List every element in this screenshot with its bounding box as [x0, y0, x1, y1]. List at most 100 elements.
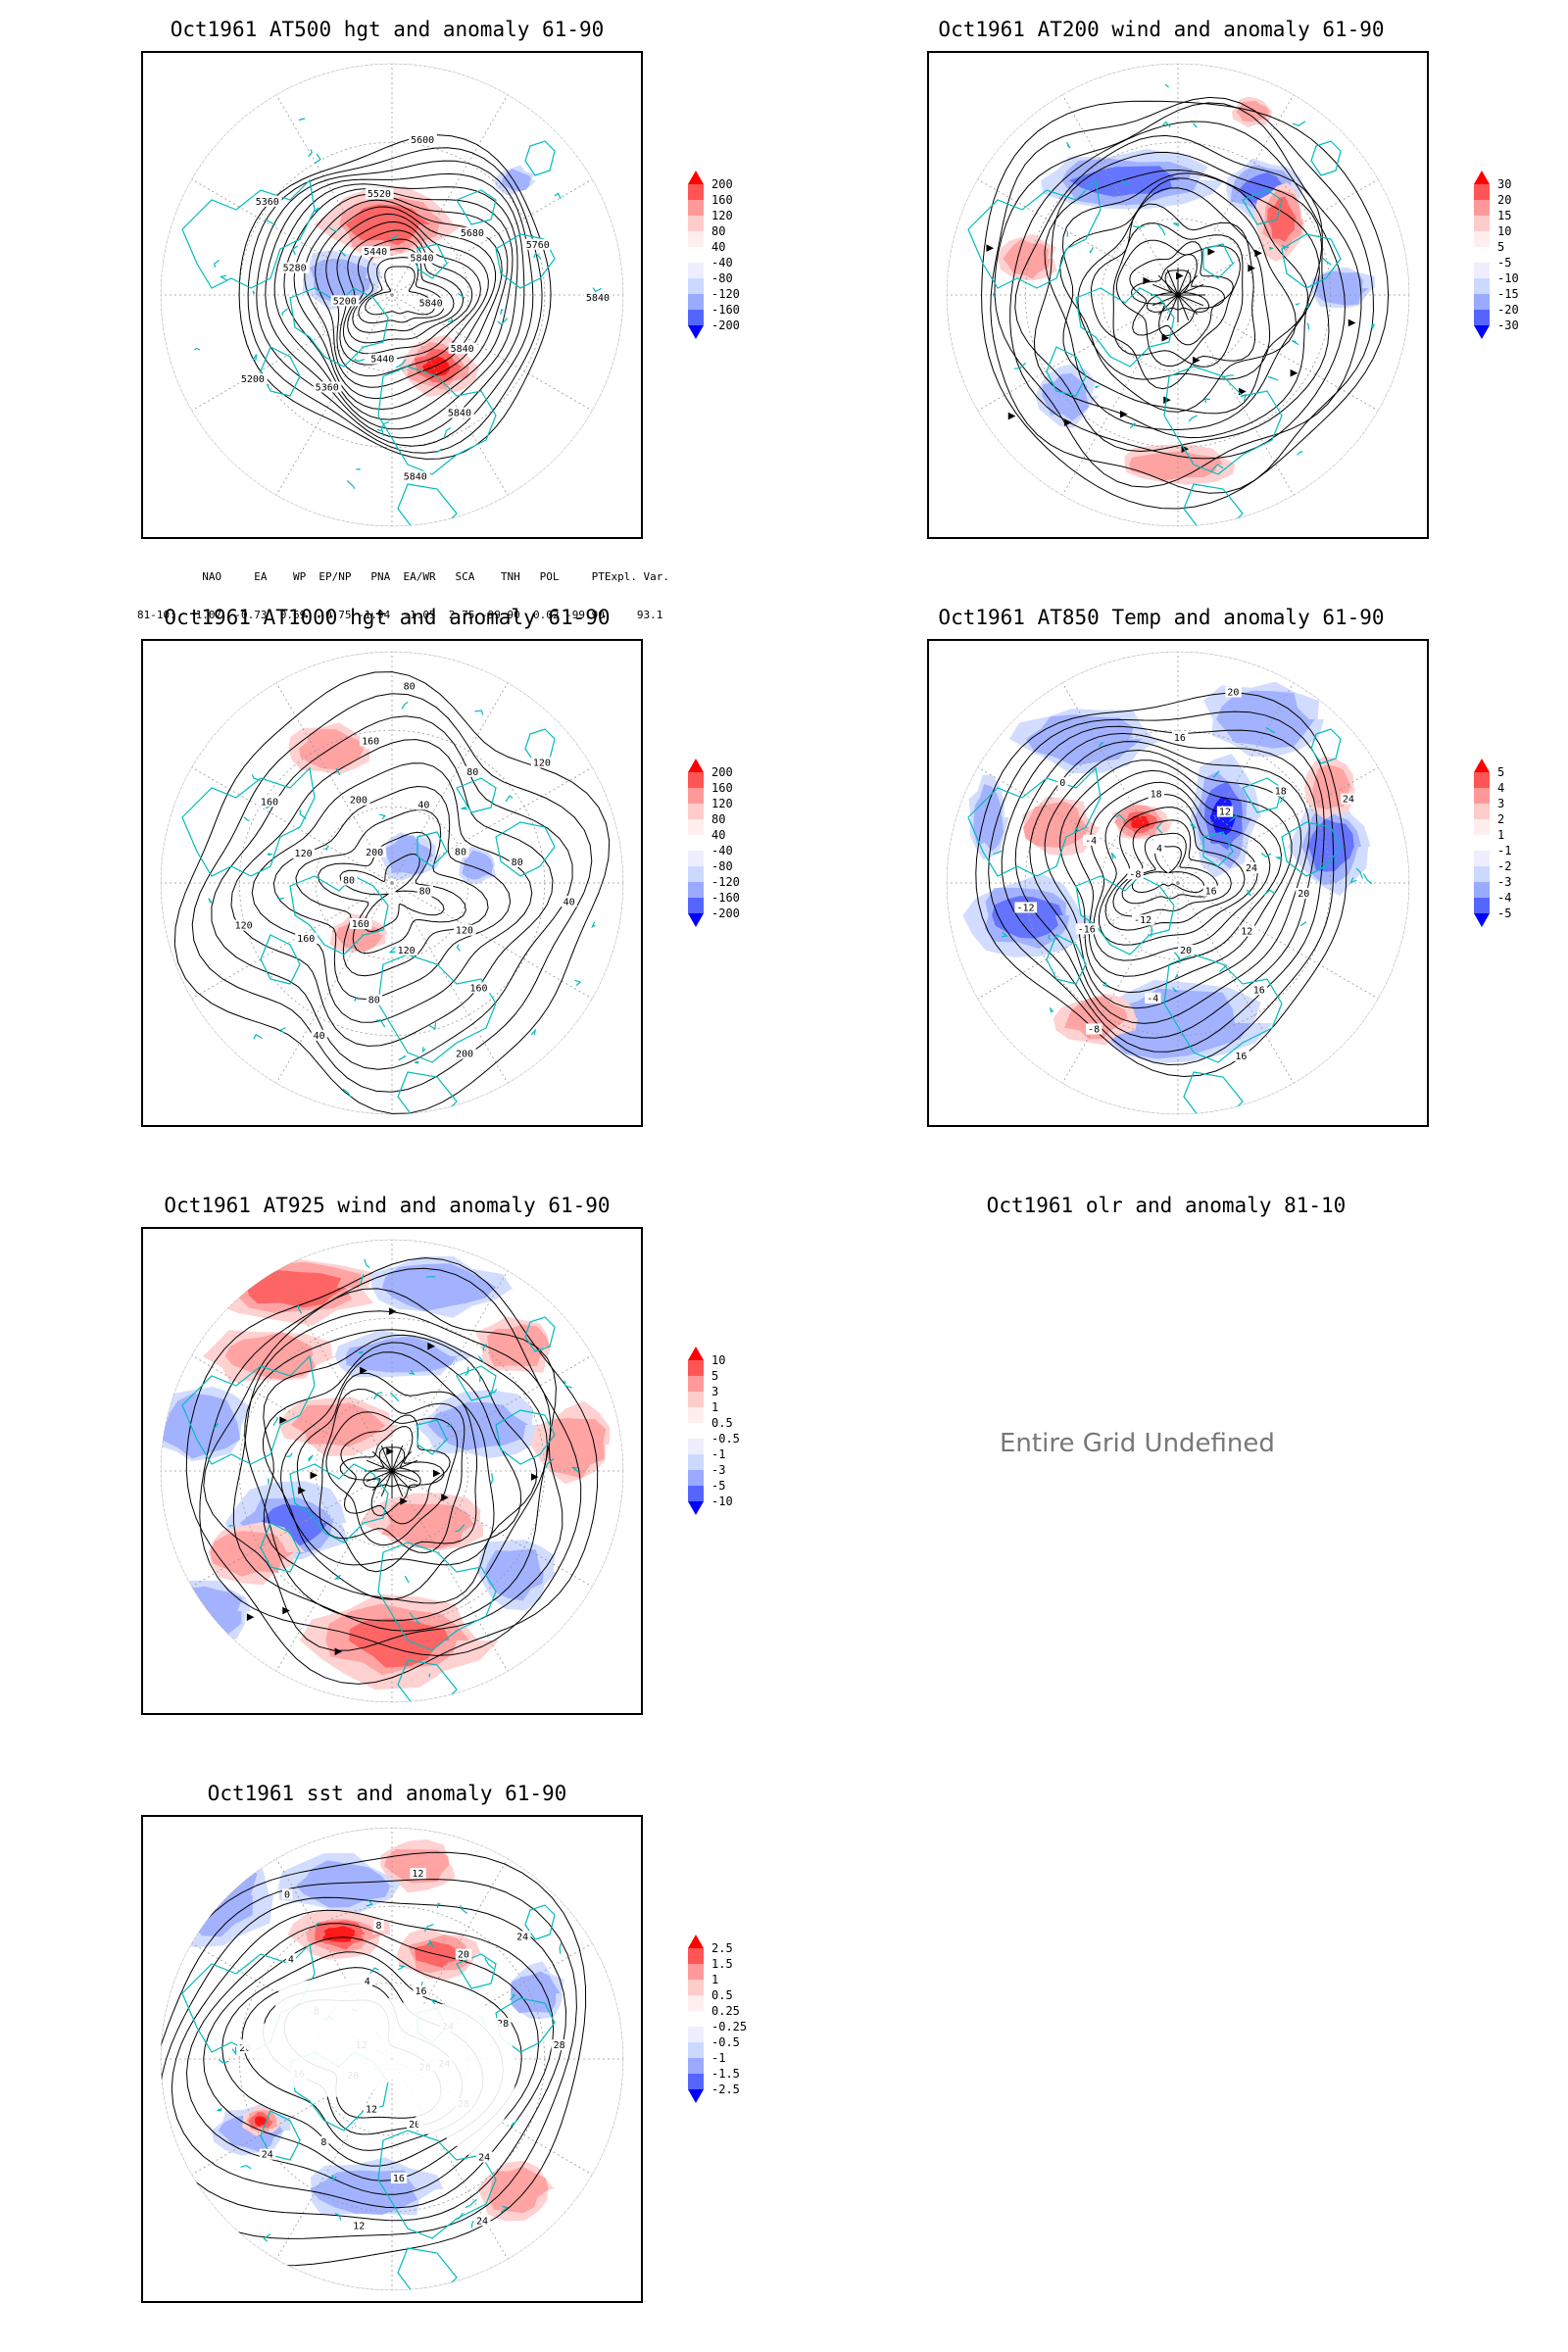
height-contours	[975, 692, 1348, 1078]
contour-label: 5200	[241, 374, 265, 385]
colorbar-label: 1	[1497, 828, 1505, 842]
colorbar-scale	[688, 1347, 704, 1515]
colorbar-swatch	[688, 263, 704, 278]
colorbar-swatch	[688, 1470, 704, 1486]
colorbar-label: 5	[1497, 765, 1505, 779]
contour-label: 5760	[526, 240, 550, 251]
colorbar-swatch	[1474, 898, 1490, 913]
contour-label: 24	[476, 2216, 488, 2227]
colorbar-label: -40	[711, 844, 733, 858]
contour-label: 5840	[448, 409, 471, 419]
colorbar-scale	[688, 1935, 704, 2103]
stream-arrow	[360, 1366, 368, 1375]
colorbar-swatch	[688, 310, 704, 325]
contour-label: 5440	[364, 247, 387, 258]
colorbar-swatch	[1474, 294, 1490, 310]
colorbar-swatch	[688, 2058, 704, 2074]
stream-arrow	[1348, 318, 1356, 327]
colorbar-label: 1	[711, 1400, 719, 1414]
colorbar-label: -30	[1497, 318, 1519, 332]
contour-label: 20	[1298, 889, 1309, 900]
stream-arrow	[530, 1473, 539, 1481]
colorbar-swatch	[688, 184, 704, 200]
colorbar-swatch	[688, 1980, 704, 1995]
contour-label: 200	[456, 1049, 473, 1059]
colorbar-swatch	[1474, 835, 1490, 851]
contour-labels: 5840 5840 5840 5840 5440 5360 5200 5200 5280 5360…	[238, 134, 612, 483]
teleconnection-headers: NAO EA WP EP/NP PNA EA/WR SCA TNH POL PT…	[137, 570, 670, 583]
contour-label: 5520	[368, 189, 391, 200]
panel-olr: Oct1961 olr and anomaly 81-10 Entire Gri…	[784, 1176, 1568, 1764]
stream-arrow	[1161, 334, 1170, 342]
colorbar-label: -1	[711, 2051, 726, 2065]
contour-label: 24	[1246, 863, 1257, 874]
colorbar-label: -160	[711, 303, 740, 317]
colorbar-label: 0.5	[711, 1988, 733, 2002]
anomaly-shading	[962, 681, 1371, 1064]
colorbar-swatch	[688, 200, 704, 216]
colorbar-swatch	[688, 1376, 704, 1392]
contour-label: 80	[455, 847, 466, 858]
contour-label: 40	[314, 1031, 325, 1042]
contour-label: -12	[1134, 915, 1152, 926]
colorbar-swatch	[688, 898, 704, 913]
colorbar-label: -200	[711, 318, 740, 332]
contour-label: 5600	[411, 135, 434, 146]
contour-label: 0	[1059, 778, 1065, 789]
stream-arrow	[427, 1342, 435, 1350]
colorbar-top-arrow	[1474, 759, 1490, 772]
colorbar-label: 2	[1497, 812, 1505, 826]
colorbar-swatch	[688, 804, 704, 819]
colorbar-label: 5	[711, 1369, 719, 1383]
contour-label: 0	[284, 1889, 290, 1900]
contour-label: 160	[362, 736, 379, 747]
colorbar-label: -2	[1497, 859, 1512, 873]
contour-label: 120	[235, 921, 253, 932]
stream-arrow	[400, 1497, 408, 1505]
panel-title: Oct1961 AT500 hgt and anomaly 61-90	[170, 18, 605, 41]
colorbar-label: -40	[711, 256, 733, 270]
contour-label: 40	[564, 897, 575, 907]
colorbar-swatch	[688, 278, 704, 294]
colorbar-swatch	[688, 1407, 704, 1423]
contour-label: -8	[1129, 869, 1141, 880]
colorbar-bottom-arrow	[688, 1501, 704, 1515]
stream-arrow	[389, 1307, 397, 1315]
colorbar-label: 20	[1497, 193, 1512, 207]
colorbar-label: 160	[711, 781, 733, 795]
coastlines	[181, 1258, 580, 1702]
colorbar-swatch	[688, 1392, 704, 1407]
colorbar-label: -0.25	[711, 2020, 748, 2034]
contour-label: 160	[352, 919, 369, 930]
colorbar-swatch	[688, 835, 704, 851]
stream-arrow	[1239, 387, 1247, 396]
colorbar-label: -20	[1497, 303, 1519, 317]
colorbar-label: -1	[711, 1447, 726, 1461]
contour-label: 80	[512, 858, 523, 868]
stream-arrow	[298, 1487, 306, 1494]
contour-label: 8	[375, 1921, 381, 1932]
contour-label: 80	[343, 875, 355, 886]
stream-arrow	[986, 244, 995, 253]
contour-label: 24	[262, 2150, 273, 2161]
stream-arrow	[1254, 249, 1262, 258]
colorbar-swatch	[688, 216, 704, 231]
colorbar-swatch	[1474, 184, 1490, 200]
colorbar-label: 5	[1497, 240, 1505, 254]
lat-lon-grid	[161, 1828, 623, 2290]
colorbar-swatch	[688, 1964, 704, 1980]
stream-arrow	[310, 1471, 318, 1480]
colorbar-label: 200	[711, 765, 733, 779]
colorbar-label: 0.5	[711, 1416, 733, 1430]
colorbar-label: -5	[711, 1479, 726, 1493]
panel-title: Oct1961 AT850 Temp and anomaly 61-90	[938, 606, 1385, 629]
contour-label: -16	[1078, 924, 1096, 935]
colorbar-bottom-arrow	[688, 913, 704, 927]
map-frame	[141, 1227, 643, 1715]
contour-label: 5840	[419, 299, 443, 310]
contour-label: 18	[1151, 789, 1162, 800]
contour-label: 80	[419, 887, 431, 898]
colorbar-label: -10	[711, 1494, 733, 1508]
colorbar-swatch	[1474, 231, 1490, 247]
contour-label: 80	[404, 681, 416, 692]
